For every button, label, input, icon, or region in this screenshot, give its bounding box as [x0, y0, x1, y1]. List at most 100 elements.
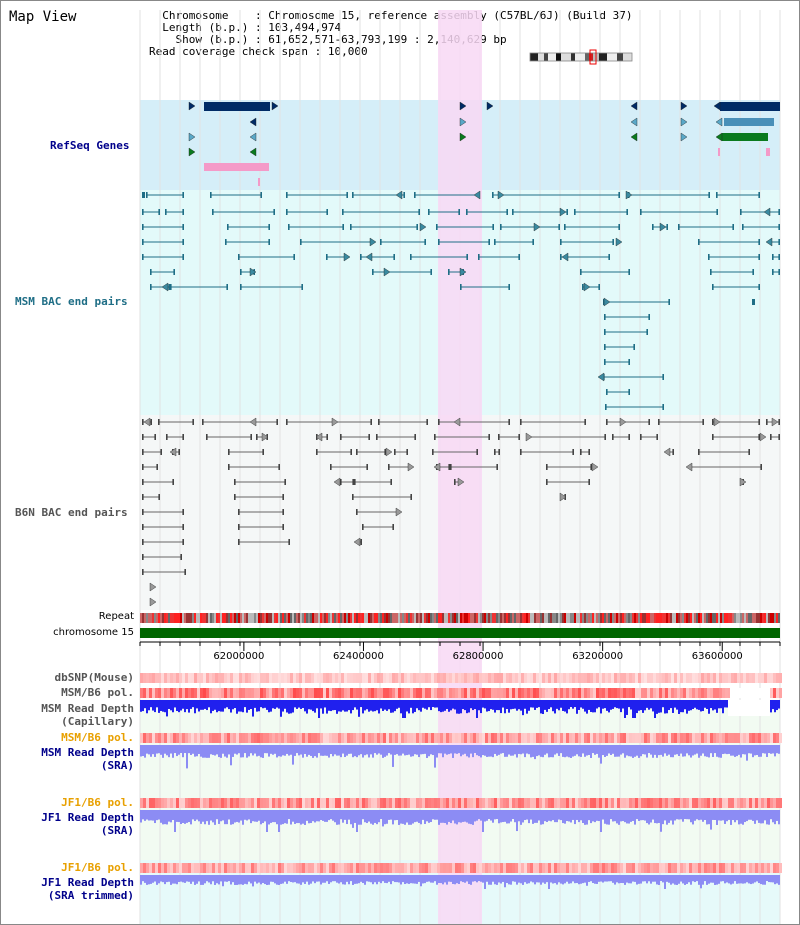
jf1-depth-trimmed-bar [772, 875, 774, 883]
jf1-depth-trimmed-bar [370, 875, 372, 883]
repeat-element [454, 613, 456, 623]
track-label-repeat[interactable]: Repeat [98, 611, 134, 622]
track-label-msm-b6-pol[interactable]: MSM/B6 pol. [61, 686, 134, 699]
track-label-jf1-b6-pol-2[interactable]: JF1/B6 pol. [61, 861, 134, 874]
msm-b6-pol-cell [275, 688, 278, 698]
msm-b6-pol-cell [317, 688, 320, 698]
jf1-depth-trimmed-bar [700, 875, 702, 889]
msm-depth-sra-bar [358, 745, 360, 756]
msm-depth-sra-bar [362, 745, 364, 758]
jf1-depth-sra-bar [414, 810, 416, 823]
msm-b6-pol-2-cell [293, 733, 296, 743]
msm-b6-pol-2-cell [233, 733, 236, 743]
msm-depth-capillary-bar [434, 700, 436, 708]
jf1-depth-sra-bar [600, 810, 602, 832]
msm-b6-pol-2-cell [140, 733, 143, 743]
msm-depth-capillary-bar [302, 700, 304, 709]
msm-depth-sra-bar [662, 745, 664, 757]
gene-strand-arrow [459, 117, 467, 127]
dbsnp-cell [191, 673, 194, 683]
jf1-depth-trimmed-bar [178, 875, 180, 882]
jf1-depth-trimmed-bar [358, 875, 360, 884]
chromosome-ideogram[interactable] [529, 49, 633, 65]
jf1-b6-pol-cell [710, 798, 713, 808]
track-label-msm-b6-pol-2[interactable]: MSM/B6 pol. [61, 731, 134, 744]
jf1-depth-trimmed-bar [418, 875, 420, 882]
jf1-depth-trimmed-bar [404, 875, 406, 885]
track-label-msm-depth-capillary[interactable]: MSM Read Depth (Capillary) [41, 702, 134, 728]
track-label-refseq[interactable]: RefSeq Genes [50, 139, 130, 152]
msm-depth-capillary-bar [518, 700, 520, 710]
msm-depth-capillary-bar [358, 700, 360, 717]
chromosome-bar[interactable] [140, 628, 780, 638]
track-label-jf1-depth-sra[interactable]: JF1 Read Depth (SRA) [41, 811, 134, 837]
jf1-depth-sra-bar [702, 810, 704, 822]
jf1-b6-pol-cell [641, 798, 644, 808]
msm-depth-sra-bar [586, 745, 588, 756]
b6n-bac-end [228, 464, 230, 470]
msm-bac-arrow [559, 207, 567, 217]
jf1-b6-pol-2-cell [743, 863, 746, 873]
msm-depth-sra-bar [508, 745, 510, 755]
repeat-element [694, 613, 696, 623]
msm-bac-track[interactable] [142, 190, 780, 410]
jf1-b6-pol-2-cell [644, 863, 647, 873]
jf1-depth-sra-bar [570, 810, 572, 823]
msm-depth-capillary-bar [146, 700, 148, 714]
track-label-chromosome[interactable]: chromosome 15 [53, 627, 134, 638]
dbsnp-cell [506, 673, 509, 683]
jf1-depth-sra-bar [706, 810, 708, 825]
msm-depth-capillary-bar [376, 700, 378, 711]
msm-depth-capillary-bar [590, 700, 592, 712]
msm-depth-sra-bar [420, 745, 422, 755]
jf1-depth-trimmed-bar [420, 875, 422, 887]
gene-strand-arrow [630, 132, 638, 142]
jf1-depth-sra-bar [144, 810, 146, 821]
b6n-bac-end [628, 434, 630, 440]
jf1-b6-pol-cell [752, 798, 755, 808]
repeat-track[interactable] [140, 613, 780, 623]
jf1-depth-trimmed-bar [286, 875, 288, 884]
jf1-b6-pol-2-cell [614, 863, 617, 873]
refseq-genes-track[interactable] [188, 101, 780, 186]
msm-depth-sra-bar [760, 745, 762, 757]
msm-b6-pol-cell [254, 688, 257, 698]
msm-bac-end [142, 224, 144, 230]
track-label-dbsnp[interactable]: dbSNP(Mouse) [54, 671, 134, 684]
jf1-b6-pol-cell [590, 798, 593, 808]
msm-depth-capillary-bar [482, 700, 484, 708]
msm-depth-sra-bar [374, 745, 376, 754]
jf1-depth-sra-bar [532, 810, 534, 824]
jf1-b6-pol-cell [500, 798, 503, 808]
msm-depth-sra-bar [462, 745, 464, 755]
b6n-bac-end [366, 464, 368, 470]
jf1-b6-pol-cell [491, 798, 494, 808]
b6n-bac-track[interactable] [142, 417, 780, 607]
track-label-msm-depth-sra[interactable]: MSM Read Depth (SRA) [41, 746, 134, 772]
jf1-depth-sra-bar [634, 810, 636, 825]
variation-tracks[interactable] [140, 673, 782, 889]
jf1-depth-trimmed-bar [356, 875, 358, 884]
msm-b6-pol-2-cell [653, 733, 656, 743]
track-label-jf1-b6-pol[interactable]: JF1/B6 pol. [61, 796, 134, 809]
msm-bac-end [173, 269, 175, 275]
jf1-b6-pol-2-cell [374, 863, 377, 873]
dbsnp-cell [302, 673, 305, 683]
msm-bac-end [662, 404, 664, 410]
dbsnp-cell [236, 673, 239, 683]
jf1-depth-sra-bar [594, 810, 596, 823]
msm-bac-end [414, 192, 416, 198]
msm-depth-sra-bar [644, 745, 646, 755]
msm-depth-sra-bar [162, 745, 164, 758]
jf1-depth-sra-bar [182, 810, 184, 823]
b6n-bac-end [340, 479, 342, 485]
jf1-depth-trimmed-bar [520, 875, 522, 884]
track-label-jf1-depth-trimmed[interactable]: JF1 Read Depth (SRA trimmed) [41, 876, 134, 902]
msm-b6-pol-cell [293, 688, 296, 698]
msm-b6-pol-2-cell [455, 733, 458, 743]
jf1-depth-sra-bar [486, 810, 488, 821]
track-label-b6n-bac[interactable]: B6N BAC end pairs [15, 506, 128, 519]
track-label-msm-bac[interactable]: MSM BAC end pairs [15, 295, 128, 308]
msm-b6-pol-2-cell [482, 733, 485, 743]
